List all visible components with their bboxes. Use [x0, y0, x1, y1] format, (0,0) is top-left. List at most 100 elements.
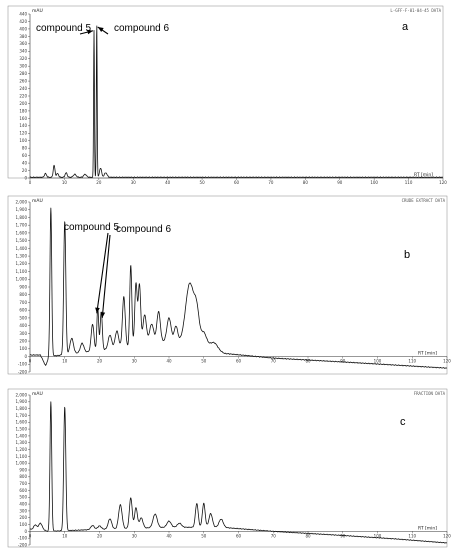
y-tick-label: 2,000 — [16, 199, 28, 204]
y-tick-label: 1,200 — [16, 261, 28, 266]
y-tick-label: -200 — [18, 369, 28, 374]
y-tick-label: 700 — [19, 481, 27, 486]
x-tick-label: 110 — [408, 533, 416, 538]
x-axis-label: RT [min] — [418, 351, 437, 357]
panel-header-text: CRUDE EXTRACT DATA — [402, 198, 446, 203]
y-tick-label: 400 — [19, 323, 27, 328]
annotation-arrowhead — [87, 29, 94, 35]
x-tick-label: 30 — [132, 359, 138, 364]
y-tick-label: 100 — [19, 522, 27, 527]
annotation-label: compound 5 — [36, 23, 91, 34]
x-axis-label: RT [min] — [414, 172, 433, 178]
y-tick-label: 1,100 — [16, 454, 28, 459]
x-tick-label: 80 — [305, 359, 311, 364]
y-tick-label: 60 — [22, 153, 28, 158]
x-tick-label: 0 — [29, 180, 32, 185]
panel-frame — [7, 5, 444, 179]
x-tick-label: 40 — [166, 359, 172, 364]
y-tick-label: 160 — [19, 116, 27, 121]
y-tick-label: 300 — [19, 64, 27, 69]
y-unit-label: mAU — [32, 8, 43, 14]
y-tick-label: 1,300 — [16, 440, 28, 445]
annotation-arrowhead — [95, 307, 100, 314]
x-tick-label: 110 — [405, 180, 413, 185]
y-tick-label: 0 — [24, 175, 27, 180]
x-tick-label: 0 — [29, 359, 32, 364]
y-tick-label: 1,100 — [16, 269, 28, 274]
y-tick-label: 400 — [19, 501, 27, 506]
y-tick-label: 240 — [19, 86, 27, 91]
y-tick-label: 100 — [19, 346, 27, 351]
y-unit-label: mAU — [32, 391, 43, 397]
x-axis-label: RT [min] — [418, 525, 437, 531]
x-tick-label: 50 — [200, 180, 206, 185]
panel-letter: b — [404, 249, 410, 261]
y-tick-label: 0 — [24, 354, 27, 359]
y-tick-label: 420 — [19, 19, 27, 24]
x-tick-label: 70 — [268, 180, 274, 185]
y-tick-label: 1,400 — [16, 433, 28, 438]
y-tick-label: -200 — [18, 542, 28, 547]
annotation-arrowhead — [97, 27, 104, 32]
x-tick-label: 10 — [62, 359, 68, 364]
y-tick-label: 600 — [19, 488, 27, 493]
panel-letter: a — [402, 21, 409, 33]
y-tick-label: 1,600 — [16, 230, 28, 235]
x-tick-label: 40 — [166, 533, 172, 538]
y-tick-label: 500 — [19, 495, 27, 500]
chromatogram-trace — [29, 401, 448, 544]
y-tick-label: 140 — [19, 123, 27, 128]
y-tick-label: 320 — [19, 56, 27, 61]
y-tick-label: 300 — [19, 331, 27, 336]
y-tick-label: 900 — [19, 284, 27, 289]
y-tick-label: 100 — [19, 138, 27, 143]
x-tick-label: 100 — [374, 533, 382, 538]
y-tick-label: 200 — [19, 101, 27, 106]
x-tick-label: 10 — [62, 180, 68, 185]
annotation-label: compound 6 — [116, 224, 171, 235]
y-unit-label: mAU — [32, 198, 43, 204]
x-tick-label: 70 — [271, 359, 277, 364]
y-tick-label: 1,300 — [16, 253, 28, 258]
y-tick-label: 120 — [19, 131, 27, 136]
x-tick-label: 120 — [443, 533, 451, 538]
annotation-arrow — [101, 234, 111, 318]
chart-panel-c: FRACTION DATAmAU-200-1000100200300400500… — [7, 388, 451, 548]
x-tick-label: 40 — [165, 180, 171, 185]
y-tick-label: 800 — [19, 292, 27, 297]
y-tick-label: 1,700 — [16, 223, 28, 228]
annotation-label: compound 6 — [114, 23, 169, 34]
y-tick-label: 180 — [19, 108, 27, 113]
x-tick-label: 20 — [97, 359, 103, 364]
y-tick-label: 2,000 — [16, 392, 28, 397]
y-tick-label: 1,800 — [16, 215, 28, 220]
y-tick-label: 200 — [19, 338, 27, 343]
x-tick-label: 90 — [340, 359, 346, 364]
x-tick-label: 120 — [443, 359, 451, 364]
x-tick-label: 60 — [234, 180, 240, 185]
y-tick-label: 40 — [22, 160, 28, 165]
y-tick-label: 380 — [19, 34, 27, 39]
x-tick-label: 90 — [337, 180, 343, 185]
panel-frame — [7, 388, 448, 548]
x-tick-label: 20 — [96, 180, 102, 185]
y-tick-label: 1,500 — [16, 238, 28, 243]
y-tick-label: 500 — [19, 315, 27, 320]
x-tick-label: 0 — [29, 533, 32, 538]
y-tick-label: 80 — [22, 146, 28, 151]
y-tick-label: 440 — [19, 11, 27, 16]
chromatogram-trace — [29, 25, 444, 179]
x-tick-label: 20 — [97, 533, 103, 538]
y-tick-label: 1,400 — [16, 246, 28, 251]
y-tick-label: 1,200 — [16, 447, 28, 452]
x-tick-label: 30 — [131, 180, 137, 185]
y-tick-label: 280 — [19, 71, 27, 76]
annotation-arrowhead — [100, 312, 106, 318]
y-tick-label: 300 — [19, 508, 27, 513]
y-tick-label: 1,900 — [16, 207, 28, 212]
chromatogram-trace — [29, 207, 448, 369]
y-tick-label: 900 — [19, 467, 27, 472]
x-tick-label: 60 — [236, 533, 242, 538]
y-tick-label: 400 — [19, 26, 27, 31]
